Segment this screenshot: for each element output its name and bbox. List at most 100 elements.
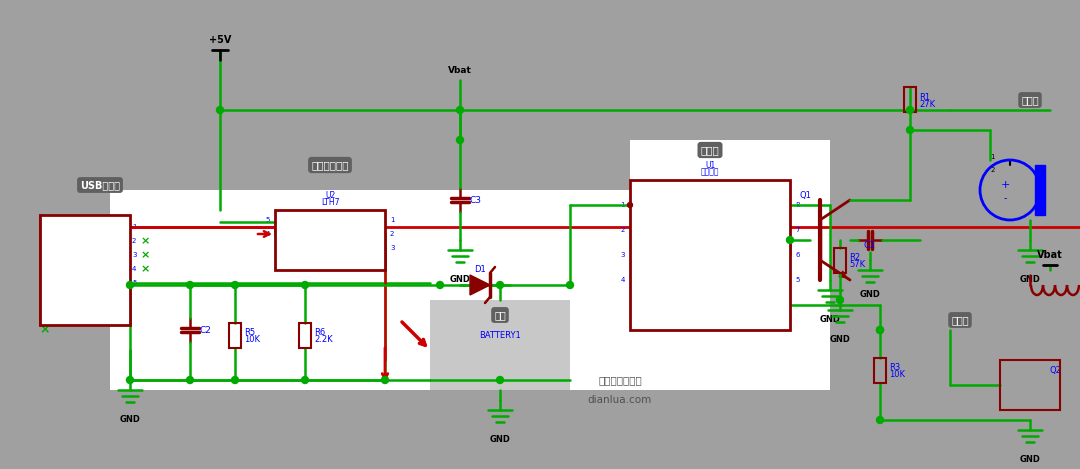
Text: 充电管理芯片: 充电管理芯片 (311, 160, 349, 170)
Circle shape (627, 203, 633, 207)
Text: LTH7: LTH7 (321, 197, 339, 206)
Text: 6: 6 (795, 252, 799, 258)
Text: 8: 8 (795, 202, 799, 208)
Text: ID: ID (81, 265, 89, 273)
Text: C1: C1 (864, 241, 876, 250)
Circle shape (567, 281, 573, 288)
Text: 1: 1 (621, 202, 625, 208)
Text: +: + (1000, 180, 1010, 190)
Bar (834, 248, 846, 272)
Circle shape (187, 281, 193, 288)
Text: PROG: PROG (319, 215, 341, 225)
Text: 1: 1 (132, 224, 136, 230)
Text: D1: D1 (474, 265, 486, 274)
Text: R1: R1 (919, 92, 930, 101)
Circle shape (786, 236, 794, 243)
Text: CHRG: CHRG (339, 215, 361, 225)
Text: GND: GND (1020, 455, 1040, 464)
Bar (275, 210, 384, 270)
Text: 2: 2 (621, 227, 625, 233)
Text: 3: 3 (621, 252, 625, 258)
Text: 5: 5 (132, 280, 136, 286)
Text: 2: 2 (990, 167, 995, 173)
Circle shape (187, 377, 193, 384)
Text: ×: × (140, 236, 150, 246)
Text: PA7: PA7 (653, 275, 667, 285)
Circle shape (877, 326, 883, 333)
Text: 2: 2 (390, 231, 394, 237)
Circle shape (457, 136, 463, 144)
Text: 1: 1 (390, 217, 394, 223)
Text: VSS: VSS (753, 201, 768, 210)
Circle shape (436, 281, 444, 288)
Text: Q1: Q1 (799, 190, 811, 199)
Polygon shape (470, 275, 490, 295)
Text: 麦克风: 麦克风 (1022, 95, 1039, 105)
Text: VDD: VDD (651, 201, 669, 210)
Circle shape (216, 106, 224, 113)
Text: C3: C3 (470, 196, 482, 204)
Circle shape (906, 106, 914, 113)
Text: R2: R2 (849, 252, 860, 262)
Bar (299, 323, 311, 348)
Bar (904, 88, 916, 113)
Text: Q2: Q2 (1050, 365, 1062, 375)
Text: 3: 3 (390, 245, 394, 251)
Circle shape (381, 377, 389, 384)
Text: R6: R6 (314, 327, 325, 336)
Text: 57K: 57K (849, 259, 865, 268)
Text: 5: 5 (266, 217, 270, 223)
Text: 4: 4 (621, 277, 625, 283)
Text: GND: GND (77, 279, 94, 287)
Circle shape (877, 416, 883, 424)
Circle shape (301, 281, 309, 288)
Circle shape (457, 106, 463, 113)
Text: PA6: PA6 (653, 226, 667, 234)
Text: 3: 3 (132, 252, 136, 258)
Text: BAT: BAT (342, 243, 357, 252)
Text: GND: GND (820, 315, 840, 324)
Text: ×: × (40, 324, 51, 336)
Text: dianlua.com: dianlua.com (588, 395, 652, 405)
Text: ×: × (140, 250, 150, 260)
Text: 电池: 电池 (495, 310, 505, 320)
Text: D+: D+ (79, 250, 91, 259)
Text: GND: GND (449, 275, 471, 284)
Text: VBUS: VBUS (75, 222, 95, 232)
Text: 6: 6 (42, 308, 48, 312)
Circle shape (126, 281, 134, 288)
Text: 4: 4 (266, 231, 270, 237)
Text: D-: D- (81, 236, 90, 245)
Circle shape (126, 377, 134, 384)
Bar (229, 323, 241, 348)
Circle shape (231, 377, 239, 384)
Text: PA1: PA1 (753, 250, 767, 259)
Bar (630, 180, 789, 330)
Text: 4: 4 (132, 266, 136, 272)
Text: PA5: PA5 (653, 250, 667, 259)
Text: -: - (1003, 193, 1007, 203)
Text: R5: R5 (244, 327, 255, 336)
Text: 7: 7 (795, 227, 799, 233)
Text: U1: U1 (705, 160, 715, 169)
Text: 1: 1 (990, 154, 995, 160)
Text: 27K: 27K (919, 99, 935, 108)
Text: 2.2K: 2.2K (314, 334, 333, 343)
Text: GND: GND (829, 335, 850, 344)
Text: GND: GND (860, 290, 880, 299)
Text: Vbat: Vbat (1037, 250, 1063, 260)
Circle shape (906, 127, 914, 134)
Circle shape (301, 377, 309, 384)
Text: PA2: PA2 (753, 275, 767, 285)
Circle shape (837, 296, 843, 303)
Text: GND: GND (341, 229, 359, 239)
Text: 单片机: 单片机 (701, 145, 719, 155)
Bar (1000, 360, 1059, 410)
Text: PA0: PA0 (753, 226, 767, 234)
Text: USB充电口: USB充电口 (80, 180, 120, 190)
Text: +5V: +5V (208, 35, 231, 45)
Text: 2: 2 (132, 238, 136, 244)
Text: 10K: 10K (889, 370, 905, 378)
Text: Vbat: Vbat (448, 66, 472, 75)
Text: BATTERY1: BATTERY1 (480, 331, 521, 340)
